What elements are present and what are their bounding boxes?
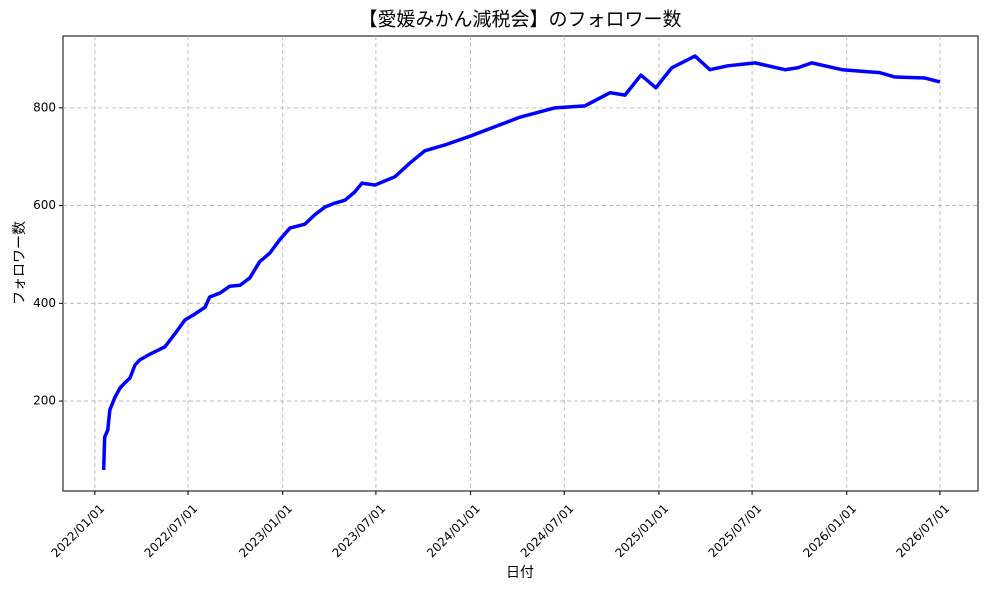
- y-tick-label: 400: [33, 296, 56, 310]
- y-tick-label: 800: [33, 100, 56, 114]
- x-tick-label: 2024/07/01: [518, 501, 577, 560]
- x-tick-label: 2022/01/01: [48, 501, 107, 560]
- chart-title: 【愛媛みかん減税会】のフォロワー数: [358, 9, 681, 31]
- x-tick-label: 2025/01/01: [612, 501, 671, 560]
- x-tick-label: 2026/01/01: [800, 501, 859, 560]
- x-tick-label: 2022/07/01: [142, 501, 201, 560]
- data-line: [101, 54, 941, 471]
- y-tick-label: 200: [33, 394, 56, 408]
- x-tick-label: 2023/01/01: [236, 501, 295, 560]
- y-axis-label: フォロワー数: [12, 221, 28, 305]
- x-tick-label: 2025/07/01: [706, 501, 765, 560]
- x-tick-label: 2026/07/01: [893, 501, 952, 560]
- y-tick-label: 600: [33, 198, 56, 212]
- x-tick-label: 2023/07/01: [329, 501, 388, 560]
- plot-frame: [62, 35, 979, 492]
- x-tick-label: 2024/01/01: [424, 501, 483, 560]
- x-axis-label: 日付: [506, 565, 534, 581]
